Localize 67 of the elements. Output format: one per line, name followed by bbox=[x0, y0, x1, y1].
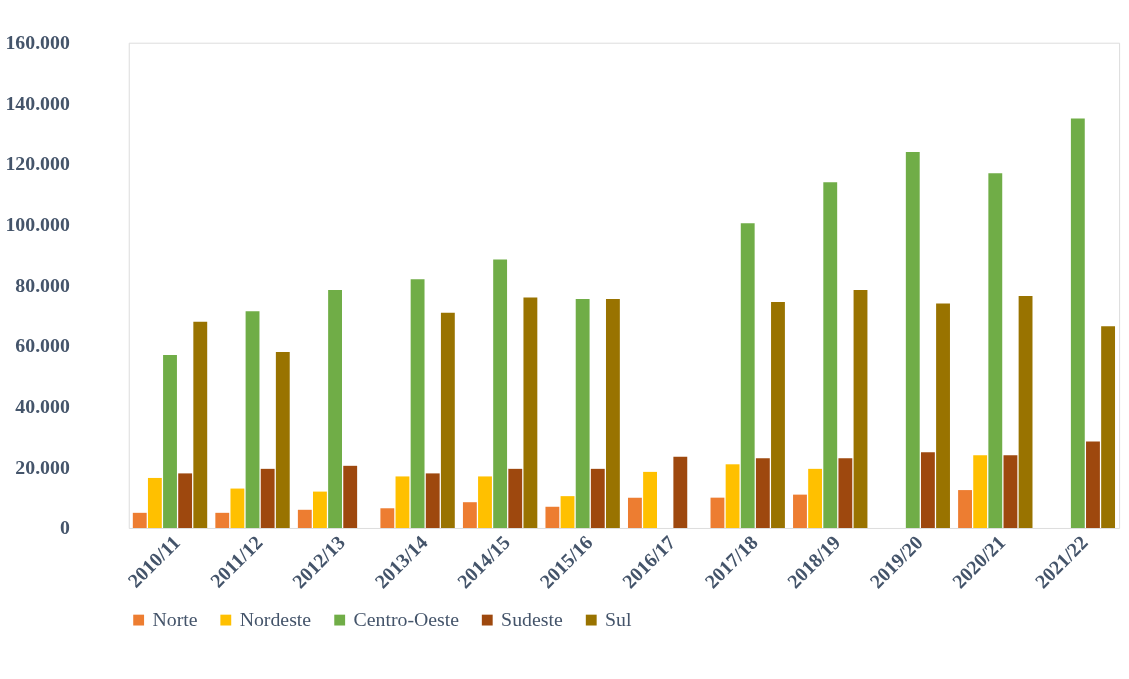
y-tick-label: 100.000 bbox=[5, 213, 70, 236]
y-tick-label: 40.000 bbox=[15, 395, 70, 418]
bar bbox=[958, 490, 972, 528]
bar bbox=[523, 297, 538, 528]
bar bbox=[193, 321, 208, 528]
y-tick-label: 140.000 bbox=[5, 91, 70, 114]
bar bbox=[920, 452, 935, 528]
bar bbox=[710, 497, 725, 528]
bar bbox=[163, 355, 177, 528]
y-tick-label: 0 bbox=[59, 516, 70, 539]
bar bbox=[755, 458, 770, 528]
y-tick-label: 120.000 bbox=[5, 152, 70, 175]
bar bbox=[853, 289, 868, 528]
bar bbox=[440, 312, 455, 528]
bar bbox=[936, 303, 950, 528]
y-tick-label: 80.000 bbox=[15, 273, 70, 296]
bar bbox=[627, 497, 642, 528]
bar bbox=[462, 502, 477, 528]
bar bbox=[230, 488, 245, 528]
bar bbox=[380, 508, 395, 528]
bar bbox=[793, 494, 807, 528]
bar bbox=[147, 477, 162, 528]
y-tick-label: 20.000 bbox=[15, 455, 70, 478]
bar bbox=[560, 496, 575, 528]
bar bbox=[425, 473, 440, 528]
bar bbox=[260, 468, 275, 528]
bar bbox=[1101, 326, 1116, 528]
legend-label: Nordeste bbox=[239, 608, 312, 631]
bar bbox=[575, 299, 590, 528]
bar bbox=[838, 458, 853, 528]
bar bbox=[673, 456, 688, 528]
bar bbox=[275, 352, 290, 528]
bar bbox=[643, 471, 657, 528]
y-tick-label: 160.000 bbox=[5, 31, 70, 54]
bar bbox=[605, 299, 620, 528]
bar bbox=[740, 223, 755, 528]
bar bbox=[1003, 455, 1018, 528]
bar bbox=[343, 465, 358, 528]
y-tick-label: 60.000 bbox=[15, 334, 70, 357]
legend-label: Centro-Oeste bbox=[353, 608, 460, 631]
bar bbox=[1070, 118, 1085, 528]
legend-label: Sul bbox=[605, 608, 633, 631]
bar bbox=[973, 455, 988, 528]
bar bbox=[297, 509, 312, 528]
bar bbox=[313, 491, 327, 528]
bar bbox=[395, 476, 410, 528]
legend-label: Norte bbox=[152, 608, 198, 631]
bar bbox=[1086, 441, 1100, 528]
bar bbox=[328, 289, 342, 528]
bar bbox=[508, 468, 523, 528]
bar bbox=[245, 311, 260, 528]
bar bbox=[808, 468, 823, 528]
bar bbox=[178, 473, 193, 528]
bar bbox=[725, 464, 740, 528]
bar bbox=[410, 279, 425, 528]
bar bbox=[590, 468, 605, 528]
bar bbox=[132, 512, 147, 528]
bar bbox=[988, 173, 1003, 528]
bar bbox=[905, 151, 920, 528]
bar bbox=[478, 476, 492, 528]
bar bbox=[493, 259, 508, 528]
bar bbox=[823, 182, 838, 528]
bar bbox=[215, 512, 230, 528]
bar bbox=[1018, 295, 1033, 528]
legend-label: Sudeste bbox=[501, 608, 563, 631]
bar bbox=[545, 506, 560, 528]
bar bbox=[771, 302, 785, 528]
